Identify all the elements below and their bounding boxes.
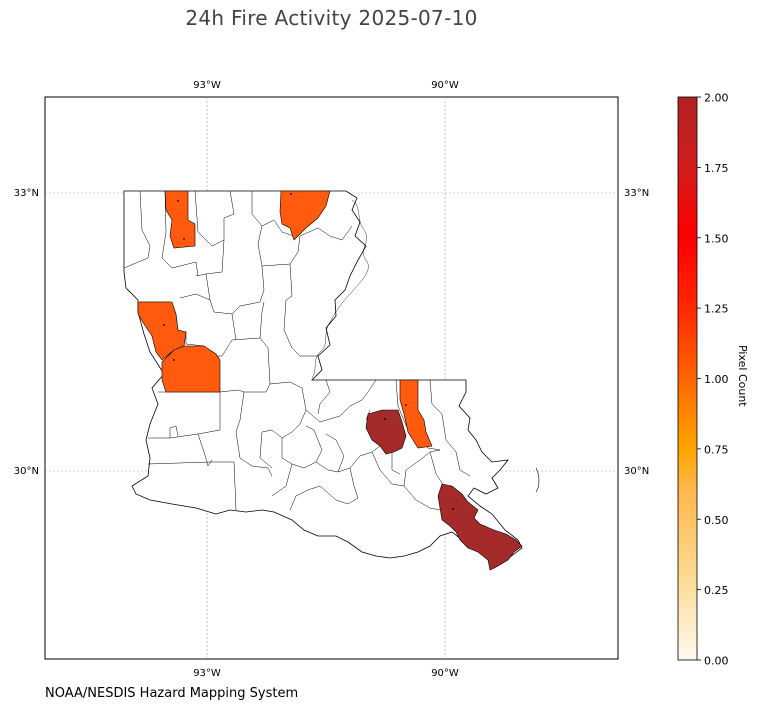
colorbar [677,96,698,661]
colorbar-tick-label: 2.00 [704,92,729,105]
colorbar-ticks: 0.00 0.25 0.50 0.75 1.00 1.25 1.50 1.75 2.00 [697,92,729,668]
colorbar-tick-label: 0.00 [704,655,729,668]
lon-label-top-90w: 90°W [431,80,459,91]
colorbar-tick-label: 1.75 [704,162,729,175]
river-line [311,199,369,379]
lon-label-bottom-93w: 93°W [193,668,221,679]
colorbar-tick-label: 1.50 [704,232,729,245]
fire-parish-union[interactable] [279,190,331,241]
island-outline [535,467,540,493]
fire-pixel-marker[interactable] [183,238,185,240]
fire-pixel-marker[interactable] [384,418,386,420]
source-credit: NOAA/NESDIS Hazard Mapping System [45,686,299,701]
fire-pixel-marker[interactable] [173,359,175,361]
colorbar-tick-label: 0.25 [704,584,729,597]
fire-pixel-marker[interactable] [452,508,454,510]
lat-label-right-33n: 33°N [624,188,649,199]
lon-label-top-93w: 93°W [193,80,221,91]
lat-label-left-33n: 33°N [14,188,39,199]
map-title: 24h Fire Activity 2025-07-10 [185,6,478,30]
fire-pixel-marker[interactable] [177,200,179,202]
fire-pixel-marker[interactable] [163,324,165,326]
map-frame [44,96,619,660]
fire-parish-plaquemines[interactable] [437,483,523,571]
fire-parish-tangipahoa[interactable] [399,379,433,449]
lat-label-right-30n: 30°N [624,466,649,477]
fire-parish-sabine[interactable] [161,345,221,393]
colorbar-tick-label: 1.00 [704,373,729,386]
colorbar-tick-label: 0.50 [704,514,729,527]
colorbar-tick-label: 1.25 [704,303,729,316]
louisiana-map [123,190,540,571]
fire-pixel-marker[interactable] [290,193,292,195]
fire-pixel-markers [163,193,454,510]
fire-parish-claiborne[interactable] [164,190,196,249]
fire-parish-livingston[interactable] [365,409,407,455]
fire-pixel-marker[interactable] [405,404,407,406]
lon-label-bottom-90w: 90°W [431,668,459,679]
parish-boundaries [123,190,471,511]
lat-label-left-30n: 30°N [14,466,39,477]
colorbar-tick-label: 0.75 [704,443,729,456]
colorbar-label: Pixel Count [736,345,749,407]
